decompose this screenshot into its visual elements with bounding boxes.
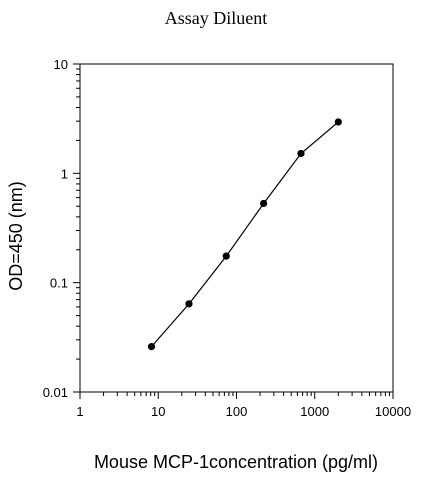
data-point — [334, 118, 342, 126]
data-point — [222, 252, 230, 260]
data-point — [185, 300, 193, 308]
series — [147, 118, 342, 351]
data-point — [260, 199, 268, 208]
x-tick-label: 1 — [76, 404, 83, 419]
plot-frame — [79, 63, 394, 393]
series-line — [151, 121, 339, 347]
y-tick-label: 0.1 — [50, 276, 68, 291]
chart-title: Assay Diluent — [164, 8, 268, 28]
y-axis-label: OD=450 (nm) — [6, 181, 26, 291]
y-tick-label: 1 — [61, 166, 68, 181]
y-tick-label: 0.01 — [43, 385, 68, 400]
y-tick-label: 10 — [54, 57, 68, 72]
x-tick-label: 10 — [151, 404, 165, 419]
axes — [79, 63, 394, 393]
x-axis-label: Mouse MCP-1concentration (pg/ml) — [94, 452, 378, 472]
data-point — [147, 343, 156, 351]
data-point — [297, 149, 305, 158]
x-tick-label: 10000 — [375, 404, 411, 419]
x-tick-label: 100 — [226, 404, 248, 419]
ticks: 1 10 100 1000 10000 0.01 0.1 1 10 — [43, 57, 411, 419]
x-tick-label: 1000 — [300, 404, 329, 419]
